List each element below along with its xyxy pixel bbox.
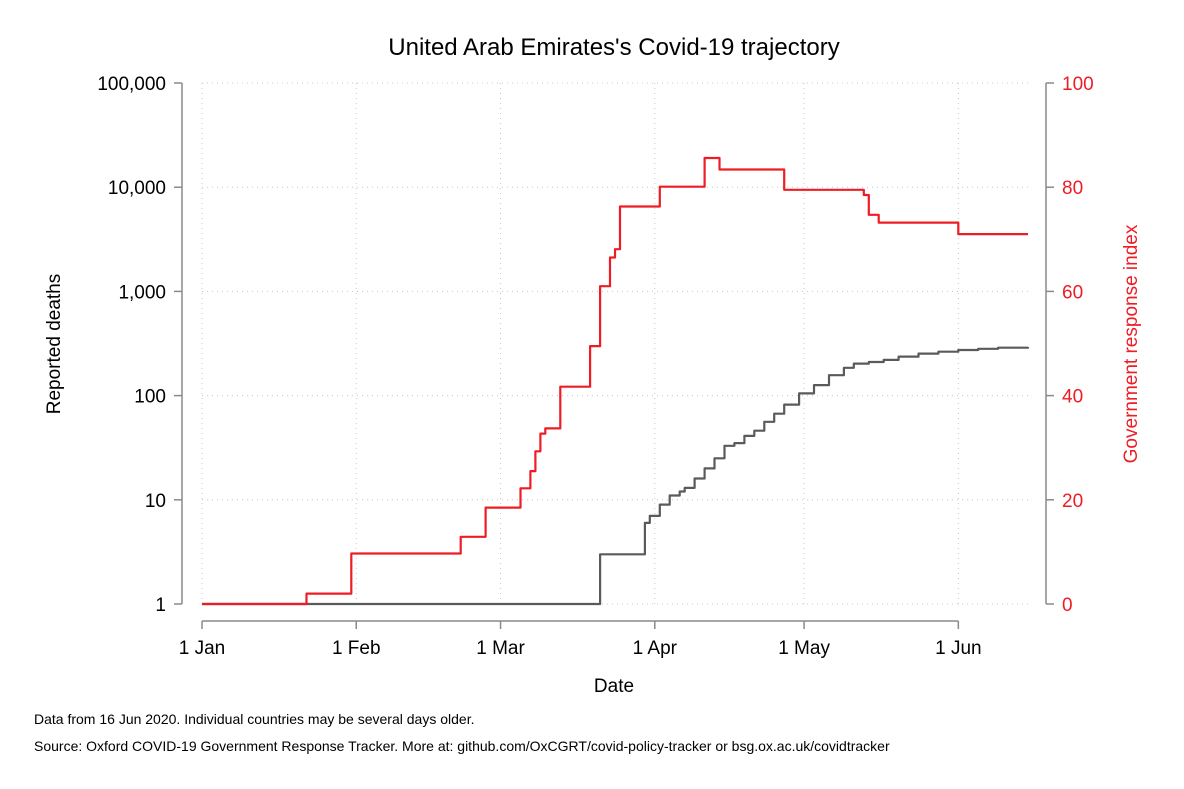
series-line-response	[202, 156, 1028, 606]
footnote-source: Source: Oxford COVID-19 Government Respo…	[34, 738, 890, 754]
y-right-tick-label: 40	[1062, 387, 1083, 408]
y-right-tick-label: 100	[1062, 74, 1094, 95]
y-right-tick-label: 0	[1062, 595, 1073, 616]
x-tick-label: 1 Apr	[633, 638, 678, 659]
y-axis-right-label: Government response index	[1121, 224, 1142, 463]
x-tick-label: 1 May	[778, 638, 830, 659]
series-line-deaths	[202, 346, 1030, 606]
grid-layer	[201, 82, 1028, 605]
footnote-data-date: Data from 16 Jun 2020. Individual countr…	[34, 711, 475, 727]
y-left-tick-label: 100	[134, 387, 166, 408]
axes-layer: 1 10 100 1,000 10,000 100,000 0 20 40 60 80 100 1 Ja…	[97, 74, 1093, 659]
y-right-tick-label: 20	[1062, 491, 1083, 512]
x-tick-label: 1 Mar	[476, 638, 525, 659]
series-layer	[202, 156, 1030, 606]
y-left-tick-label: 1,000	[118, 282, 166, 303]
x-tick-label: 1 Feb	[332, 638, 381, 659]
y-left-tick-label: 1	[155, 595, 166, 616]
y-left-tick-label: 100,000	[97, 74, 166, 95]
y-right-tick-label: 60	[1062, 282, 1083, 303]
chart-title: United Arab Emirates's Covid-19 trajecto…	[388, 34, 839, 61]
y-left-tick-label: 10,000	[108, 178, 166, 199]
y-axis-left-label: Reported deaths	[44, 274, 65, 415]
x-tick-label: 1 Jan	[179, 638, 225, 659]
x-axis-label: Date	[594, 676, 634, 697]
y-left-tick-label: 10	[145, 491, 166, 512]
chart-svg: 1 10 100 1,000 10,000 100,000 0 20 40 60 80 100 1 Ja…	[44, 34, 1142, 697]
y-right-tick-label: 80	[1062, 178, 1083, 199]
x-tick-label: 1 Jun	[935, 638, 981, 659]
